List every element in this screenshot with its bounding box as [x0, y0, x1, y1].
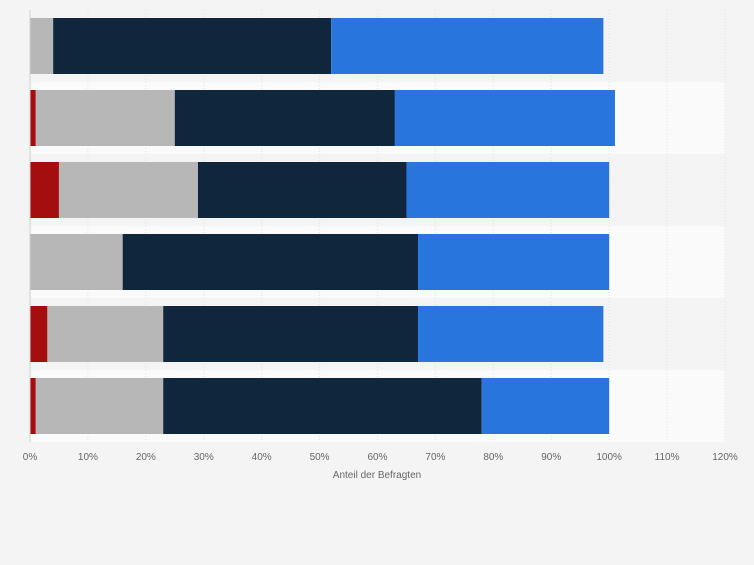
x-tick-label: 80% — [483, 452, 503, 463]
bar-segment-4[interactable] — [418, 234, 610, 290]
x-axis: 0% 10% 20% 30% 40% 50% 60% 70% 80% 90% 100% 110% 120… — [23, 10, 738, 463]
bar-segment-3[interactable] — [163, 378, 482, 434]
x-tick-label: 50% — [310, 452, 330, 463]
x-tick-label: 100% — [596, 452, 622, 463]
x-tick-label: 70% — [425, 452, 445, 463]
bar-segment-2[interactable] — [47, 306, 164, 362]
bar-segment-4[interactable] — [331, 18, 604, 74]
x-axis-title: Anteil der Befragten — [333, 470, 421, 481]
x-tick-label: 40% — [252, 452, 272, 463]
bars — [30, 18, 615, 434]
bar-segment-3[interactable] — [53, 18, 332, 74]
bar-segment-3[interactable] — [122, 234, 419, 290]
bar-segment-2[interactable] — [35, 378, 164, 434]
bar-segment-4[interactable] — [481, 378, 610, 434]
bar-segment-1[interactable] — [30, 90, 36, 146]
bar-segment-3[interactable] — [163, 306, 419, 362]
bar-segment-1[interactable] — [30, 306, 48, 362]
bar-segment-4[interactable] — [406, 162, 610, 218]
bar-segment-2[interactable] — [30, 18, 54, 74]
bar-segment-3[interactable] — [174, 90, 395, 146]
bar-segment-4[interactable] — [418, 306, 604, 362]
bar-segment-1[interactable] — [30, 378, 36, 434]
bar-segment-4[interactable] — [394, 90, 615, 146]
bar-segment-2[interactable] — [35, 90, 175, 146]
x-tick-label: 120% — [712, 452, 738, 463]
x-tick-label: 30% — [194, 452, 214, 463]
bar-segment-2[interactable] — [58, 162, 198, 218]
bar-segment-3[interactable] — [197, 162, 407, 218]
x-tick-label: 60% — [367, 452, 387, 463]
x-tick-label: 110% — [655, 452, 680, 463]
x-tick-label: 90% — [541, 452, 561, 463]
bar-segment-2[interactable] — [30, 234, 123, 290]
x-tick-label: 0% — [23, 452, 38, 463]
bar-segment-1[interactable] — [30, 162, 59, 218]
x-tick-label: 10% — [78, 452, 98, 463]
x-tick-label: 20% — [136, 452, 156, 463]
